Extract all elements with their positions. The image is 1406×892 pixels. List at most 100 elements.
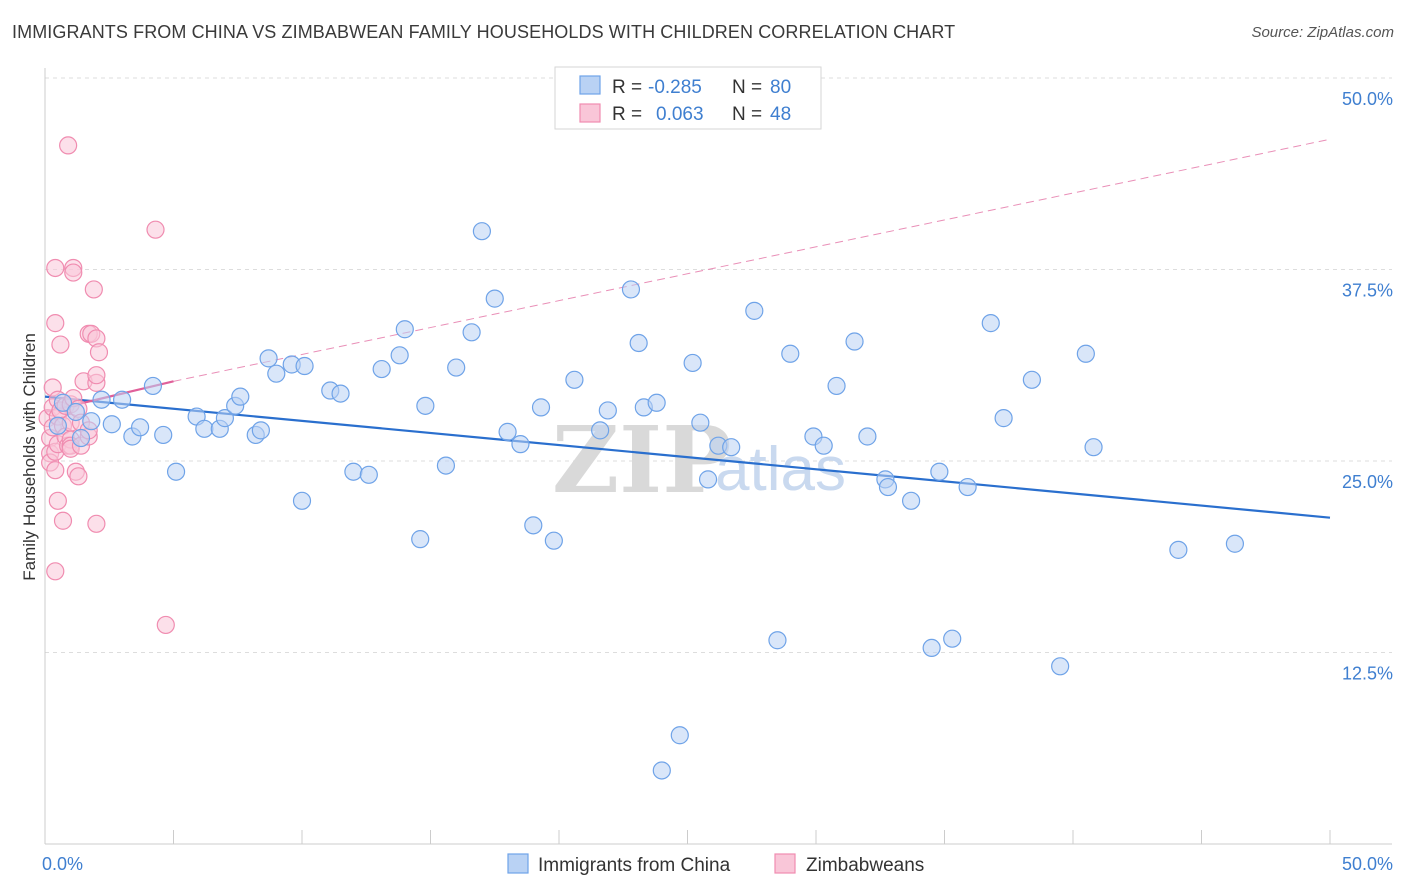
china-point (143, 376, 163, 396)
legend-n-value-china: 80 (770, 77, 791, 98)
china-point (154, 425, 173, 445)
zimbabwe-point (84, 280, 103, 299)
zimbabwe-point (48, 491, 67, 510)
source-label: Source: ZipAtlas.com (1251, 24, 1394, 41)
china-point (621, 280, 641, 299)
china-point (130, 418, 150, 437)
china-point (48, 416, 67, 435)
china-point (251, 421, 270, 440)
china-point (498, 422, 517, 441)
china-point (436, 456, 456, 475)
china-point (652, 761, 671, 780)
legend-r-label-zimbabwe: R = (612, 104, 642, 125)
legend: R = -0.285 N = 80 R = 0.063 N = 48 (554, 66, 822, 130)
china-point (511, 435, 530, 454)
legend-r-value-zimbabwe: 0.063 (656, 104, 704, 125)
china-point (827, 376, 846, 396)
zimbabwe-point (146, 220, 165, 239)
china-point (901, 491, 921, 510)
chart-title: IMMIGRANTS FROM CHINA VS ZIMBABWEAN FAMI… (12, 22, 956, 42)
bottom-legend-swatch-china (507, 853, 529, 874)
china-point (215, 409, 234, 428)
china-points (48, 222, 1245, 780)
china-point (447, 358, 466, 377)
zimbabwe-point (156, 615, 175, 635)
china-point (1169, 540, 1188, 559)
china-point (845, 332, 864, 351)
zimbabwe-point (87, 366, 106, 385)
y-tick-label: 25.0% (1342, 472, 1393, 492)
china-point (683, 353, 702, 373)
zimbabwe-point (46, 562, 65, 581)
china-point (82, 412, 101, 431)
china-point (1051, 657, 1070, 676)
legend-r-value-china: -0.285 (648, 77, 702, 98)
grid-lines (45, 77, 1392, 653)
china-trend-line (44, 395, 1331, 519)
china-point (71, 428, 91, 448)
china-point (930, 462, 949, 481)
zimbabwe-trend-extension (173, 138, 1331, 382)
china-point (958, 477, 977, 497)
legend-swatch-zimbabwe (579, 103, 601, 123)
zimbabwe-point (46, 314, 65, 333)
y-axis-label: Family Households with Children (20, 333, 39, 581)
china-point (878, 477, 898, 497)
bottom-legend-swatch-zimbabwe (774, 853, 796, 874)
china-point (1225, 534, 1245, 553)
china-point (102, 415, 121, 434)
china-point (565, 370, 584, 389)
china-point (462, 323, 481, 342)
china-point (524, 516, 543, 535)
china-point (295, 356, 314, 376)
china-point (781, 344, 800, 363)
china-point (670, 726, 689, 745)
china-point (629, 333, 648, 353)
zimbabwe-point (64, 263, 83, 282)
china-point (768, 631, 787, 650)
china-point (195, 419, 214, 438)
zimbabwe-point (69, 467, 88, 486)
china-point (92, 390, 111, 409)
china-point (344, 462, 363, 481)
china-point (858, 427, 877, 446)
x-tick-label: 50.0% (1342, 854, 1393, 874)
bottom-legend: Immigrants from China Zimbabweans (507, 853, 924, 876)
legend-r-label-china: R = (612, 77, 642, 98)
china-point (994, 409, 1013, 428)
china-point (411, 530, 430, 549)
x-tick-label: 0.0% (42, 854, 83, 874)
china-point (372, 359, 391, 379)
legend-n-label-china: N = (732, 77, 762, 98)
china-point (598, 401, 617, 420)
china-point (166, 462, 186, 481)
china-point (1084, 438, 1103, 457)
china-point (416, 396, 435, 415)
china-point (745, 301, 764, 320)
zimbabwe-point (59, 136, 78, 155)
china-point (472, 222, 491, 241)
zimbabwe-point (46, 258, 65, 278)
china-point (66, 402, 85, 422)
china-point (395, 320, 414, 339)
legend-swatch-china (579, 75, 601, 95)
china-point (390, 346, 409, 365)
china-point (331, 384, 350, 403)
zimbabwe-point (53, 511, 73, 530)
china-point (647, 393, 666, 412)
zimbabwe-point (87, 514, 106, 533)
legend-n-value-zimbabwe: 48 (770, 104, 791, 125)
china-point (722, 438, 741, 457)
china-point (53, 393, 73, 412)
zimbabwe-point (46, 461, 65, 480)
china-point (531, 398, 551, 417)
zimbabwe-point (89, 343, 109, 362)
legend-n-label-zimbabwe: N = (732, 104, 762, 125)
china-point (259, 349, 278, 368)
watermark: ZIP atlas (552, 406, 846, 514)
china-point (112, 390, 132, 409)
china-point (922, 638, 941, 658)
y-tick-label: 12.5% (1342, 664, 1393, 684)
china-point (485, 289, 504, 308)
